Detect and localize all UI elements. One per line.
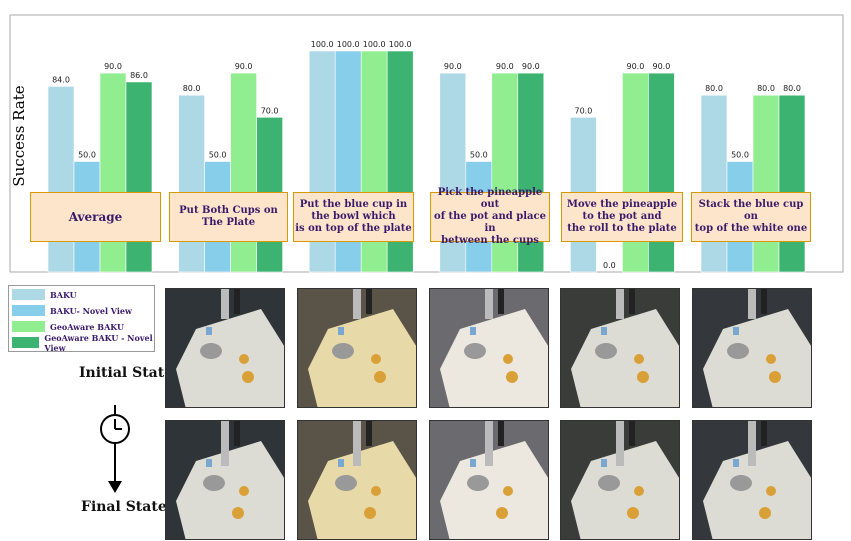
legend-item: BAKU	[9, 287, 154, 302]
data-label: 50.0	[78, 151, 96, 160]
data-label: 100.0	[363, 40, 386, 49]
bar	[47, 86, 75, 273]
data-label: 90.0	[522, 62, 540, 71]
bar	[622, 72, 649, 273]
data-label: 100.0	[337, 40, 360, 49]
final-state-photo	[297, 420, 417, 540]
arrow-down-icon	[108, 481, 122, 493]
data-label: 80.0	[705, 84, 723, 93]
legend-swatch	[12, 337, 40, 348]
final-state-label: Final State	[81, 499, 167, 515]
data-label: 84.0	[52, 75, 70, 84]
bar	[648, 72, 675, 273]
category-label: Put the blue cup in the bowl which is on…	[293, 192, 414, 242]
data-label: 90.0	[444, 62, 462, 71]
category-label: Put Both Cups on The Plate	[169, 192, 288, 242]
legend-swatch	[12, 305, 45, 316]
bar	[230, 72, 257, 273]
category-label: Move the pineapple to the pot and the ro…	[561, 192, 683, 242]
category-label: Average	[30, 192, 161, 242]
data-label: 0.0	[603, 261, 616, 270]
data-label: 50.0	[209, 151, 227, 160]
bar	[700, 94, 728, 273]
data-label: 90.0	[104, 62, 122, 71]
data-label: 80.0	[783, 84, 801, 93]
final-state-photo	[429, 420, 549, 540]
data-label: 90.0	[235, 62, 253, 71]
bar	[778, 94, 806, 273]
bar	[125, 81, 153, 273]
data-label: 86.0	[130, 71, 148, 80]
bar	[178, 94, 205, 273]
legend: BAKU BAKU- Novel View GeoAware BAKU GeoAwar…	[8, 285, 155, 353]
y-axis-label: Success Rate	[10, 85, 28, 186]
final-state-photo	[560, 420, 680, 540]
initial-state-photo	[165, 288, 285, 408]
data-label: 100.0	[311, 40, 334, 49]
data-label: 50.0	[470, 151, 488, 160]
legend-label: BAKU- Novel View	[50, 305, 132, 316]
legend-item: BAKU- Novel View	[9, 303, 154, 318]
legend-label: GeoAware BAKU	[50, 321, 124, 332]
bar	[752, 94, 780, 273]
initial-state-label: Initial State	[79, 365, 174, 381]
initial-state-photo	[297, 288, 417, 408]
legend-swatch	[12, 289, 45, 300]
legend-item: GeoAware BAKU - Novel View	[9, 332, 154, 353]
data-label: 80.0	[183, 84, 201, 93]
data-label: 70.0	[261, 106, 279, 115]
category-label: Pick the pineapple out of the pot and pl…	[430, 187, 550, 246]
final-state-photo	[165, 420, 285, 540]
data-label: 80.0	[757, 84, 775, 93]
initial-state-photo	[429, 288, 549, 408]
data-label: 90.0	[652, 62, 670, 71]
initial-state-photo	[692, 288, 812, 408]
legend-label: BAKU	[50, 289, 77, 300]
legend-label: GeoAware BAKU - Novel View	[44, 332, 153, 353]
time-arrow	[100, 405, 130, 493]
data-label: 90.0	[626, 62, 644, 71]
initial-state-photo	[560, 288, 680, 408]
legend-item: GeoAware BAKU	[9, 319, 154, 334]
data-label: 50.0	[731, 151, 749, 160]
data-label: 70.0	[574, 106, 592, 115]
data-label: 90.0	[496, 62, 514, 71]
final-state-photo	[692, 420, 812, 540]
legend-swatch	[12, 321, 45, 332]
category-label: Stack the blue cup on top of the white o…	[691, 192, 811, 242]
data-label: 100.0	[389, 40, 412, 49]
bar	[99, 72, 127, 273]
